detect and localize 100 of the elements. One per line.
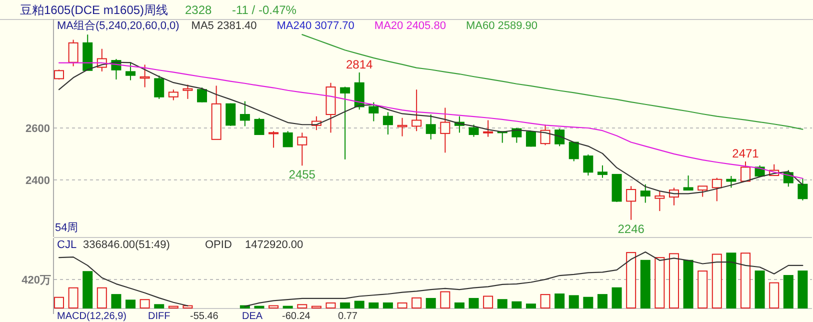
bar	[368, 302, 379, 308]
candlestick	[726, 176, 736, 188]
bar	[96, 287, 107, 308]
candlestick	[140, 64, 150, 88]
candlestick	[354, 72, 364, 110]
candlestick	[182, 84, 193, 100]
annotation: 2455	[288, 168, 316, 182]
bar	[326, 302, 336, 308]
bar	[297, 304, 308, 308]
text: -11 / -0.47%	[232, 3, 297, 17]
bar	[783, 275, 794, 308]
candlestick	[340, 86, 350, 160]
bar	[626, 252, 636, 308]
bar	[612, 287, 622, 308]
bar	[754, 270, 765, 308]
bar	[568, 295, 579, 308]
candlestick	[297, 132, 308, 166]
candlestick	[154, 75, 164, 100]
text: 1472920.00	[245, 239, 304, 251]
text: OPID	[205, 239, 232, 251]
bar	[182, 305, 193, 308]
bar	[140, 299, 150, 308]
bar	[483, 296, 494, 308]
text: -60.24	[282, 311, 311, 322]
bar	[583, 296, 594, 308]
candlestick	[397, 117, 408, 137]
text: DEA	[242, 311, 263, 322]
bar	[654, 257, 665, 308]
candlestick	[712, 177, 722, 202]
bar	[769, 282, 780, 308]
bar	[526, 304, 536, 308]
bar	[68, 287, 78, 308]
bar	[512, 301, 522, 308]
candlestick	[483, 120, 494, 138]
bar	[668, 253, 679, 308]
candlestick	[440, 107, 450, 154]
bar	[82, 271, 93, 308]
candlestick	[268, 130, 279, 148]
candlestick	[368, 102, 379, 122]
bar	[640, 260, 650, 308]
bar	[111, 294, 122, 308]
text: -55.46	[190, 311, 219, 322]
bar	[740, 252, 750, 308]
text: MA60 2589.90	[466, 20, 538, 32]
candlestick	[597, 164, 608, 178]
bar	[340, 302, 350, 308]
candlestick	[382, 112, 393, 135]
y-tick-label: 2600	[26, 123, 50, 135]
bar	[126, 300, 136, 308]
bar	[554, 294, 565, 308]
bar	[468, 298, 479, 308]
bar	[726, 252, 736, 308]
chart-title: 豆粕1605(DCE m1605)周线	[20, 3, 168, 17]
annotation: 2814	[346, 57, 374, 72]
annotation: 54周	[55, 222, 78, 234]
bar	[798, 270, 808, 308]
text: MACD(12,26,9)	[57, 311, 126, 322]
text: DIFF	[148, 311, 170, 322]
bar	[454, 302, 464, 308]
text: MA20 2405.80	[374, 20, 446, 32]
bar	[440, 291, 450, 308]
text: 0.77	[338, 311, 358, 322]
bar	[382, 302, 393, 308]
candlestick	[412, 89, 422, 132]
bar	[268, 305, 279, 308]
candlestick	[654, 190, 665, 212]
candlestick	[798, 178, 808, 201]
text: MA5 2381.40	[191, 20, 257, 32]
candlestick	[240, 100, 250, 127]
bar	[412, 297, 422, 308]
candlestick	[583, 154, 594, 176]
candlestick	[740, 160, 750, 182]
candlestick	[540, 124, 550, 146]
candlestick	[554, 128, 565, 147]
bar	[540, 294, 550, 308]
bar	[683, 260, 694, 308]
annotation: 2246	[618, 222, 645, 236]
annotation: 2471	[732, 146, 760, 160]
bar	[54, 296, 64, 308]
candlestick	[168, 89, 178, 101]
text: 336846.00(51:49)	[83, 239, 170, 251]
y-tick-label: 2400	[26, 174, 50, 187]
ref-line-label: 420万	[22, 274, 51, 286]
bar	[154, 304, 164, 308]
candlestick	[698, 186, 708, 198]
bar	[712, 254, 722, 308]
bar	[426, 298, 436, 308]
candlestick	[468, 124, 479, 138]
candlestick	[683, 174, 694, 191]
candlestick	[68, 39, 78, 67]
bar	[497, 299, 508, 308]
text: 2328	[185, 3, 212, 17]
candlestick	[126, 62, 136, 81]
text: CJL	[57, 239, 77, 251]
candlestick	[626, 186, 636, 220]
bar	[698, 270, 708, 308]
bar	[597, 294, 608, 308]
bar	[397, 302, 408, 308]
legend-label: MA240 3077.70	[276, 20, 354, 32]
bar	[354, 300, 364, 308]
